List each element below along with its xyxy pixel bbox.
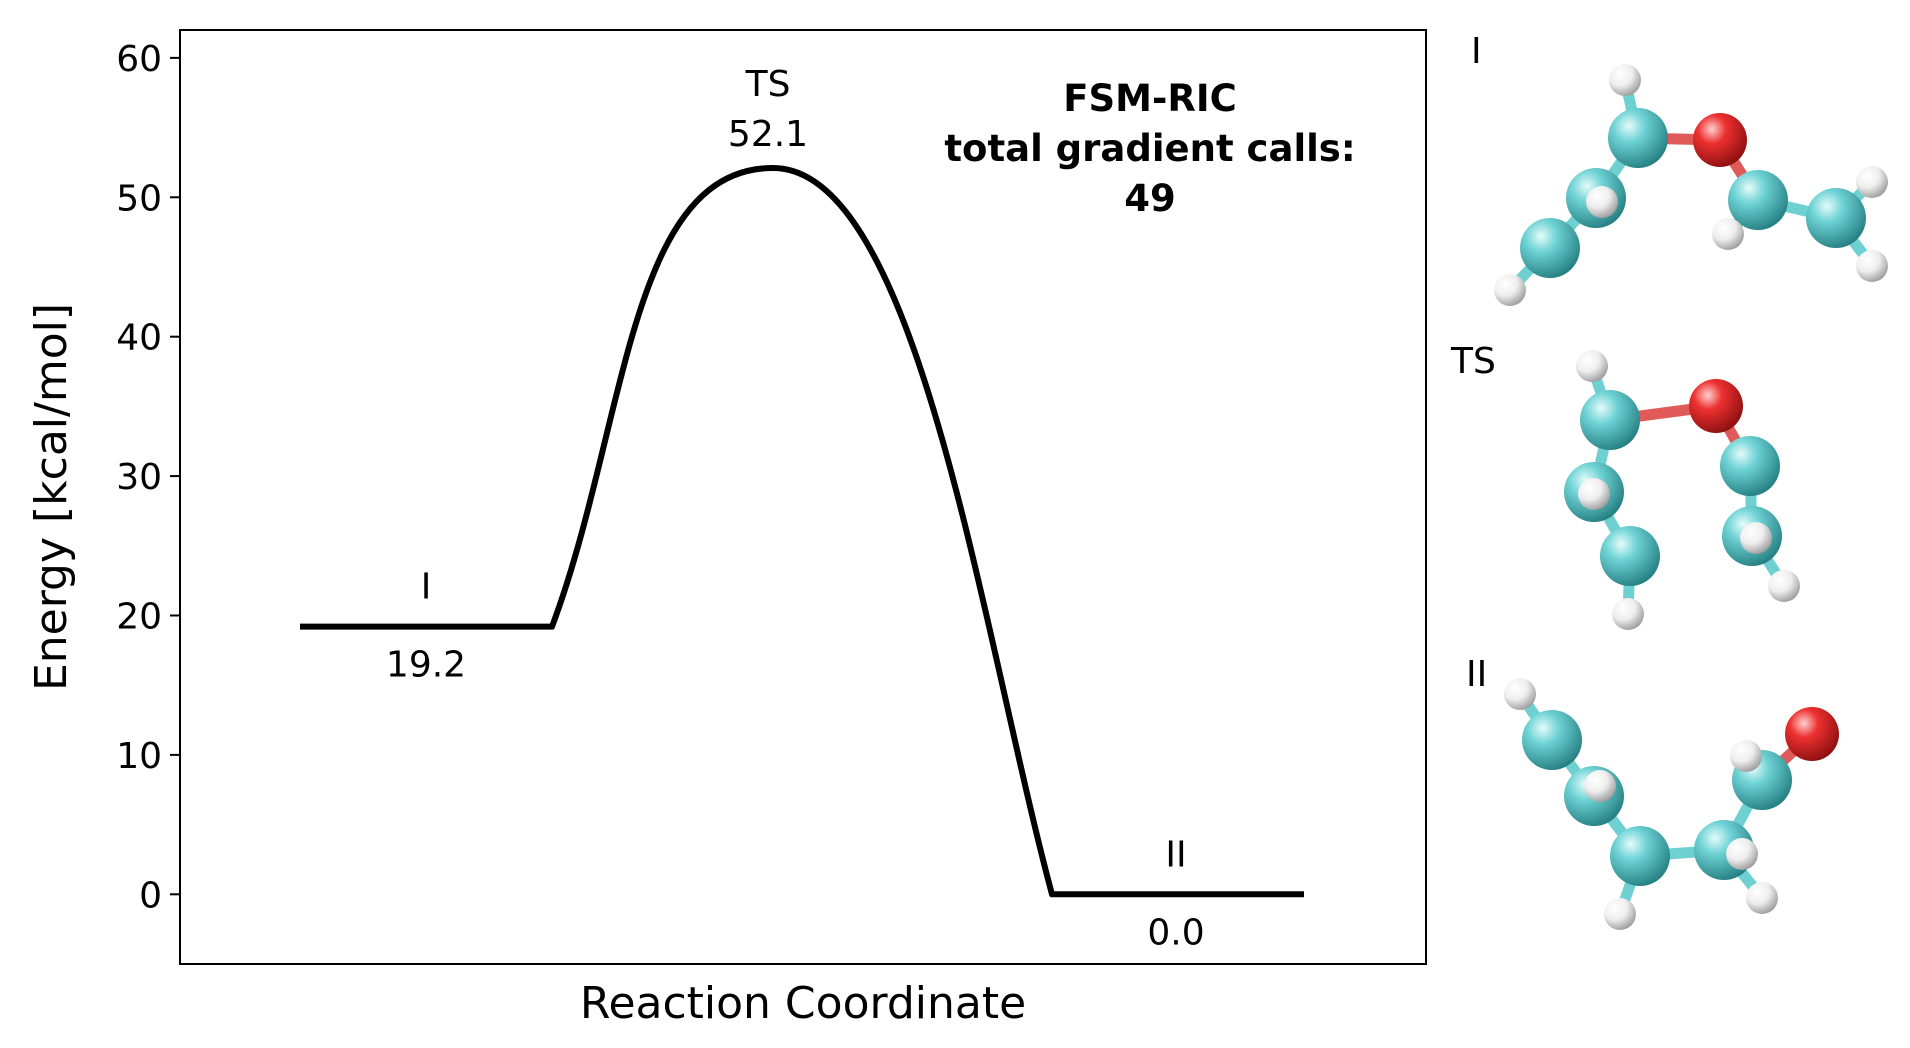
y-axis-ticks: 0 10 20 30 40 50 60 — [116, 39, 180, 916]
y-tick-label: 10 — [116, 736, 162, 777]
plot-frame — [179, 29, 1427, 965]
state-name-i: I — [421, 567, 432, 608]
hydrogen-atom — [1504, 678, 1536, 710]
state-labels: I 19.2 TS 52.1 II 0.0 — [386, 64, 1205, 953]
hydrogen-atom — [1712, 218, 1744, 250]
annotation-gradient-calls-value: 49 — [1124, 177, 1176, 220]
hydrogen-atom — [1726, 838, 1758, 870]
hydrogen-atom — [1612, 598, 1644, 630]
molecule-ts — [1564, 350, 1800, 630]
hydrogen-atom — [1494, 274, 1526, 306]
hydrogen-atom — [1584, 770, 1616, 802]
oxygen-atom — [1693, 113, 1747, 167]
y-tick-label: 50 — [116, 178, 162, 219]
y-tick-label: 30 — [116, 457, 162, 498]
carbon-atom — [1520, 218, 1580, 278]
state-name-ts: TS — [745, 64, 791, 105]
y-tick-label: 40 — [116, 318, 162, 359]
y-axis-label: Energy [kcal/mol] — [26, 303, 77, 691]
annotation-box: FSM-RIC total gradient calls: 49 — [944, 77, 1355, 220]
molecule-i — [1494, 64, 1888, 306]
x-axis-label: Reaction Coordinate — [580, 978, 1026, 1029]
carbon-atom — [1806, 188, 1866, 248]
hydrogen-atom — [1578, 478, 1610, 510]
hydrogen-atom — [1609, 64, 1641, 96]
carbon-atom — [1728, 170, 1788, 230]
annotation-gradient-calls-label: total gradient calls: — [944, 127, 1355, 170]
oxygen-atom — [1785, 707, 1839, 761]
hydrogen-atom — [1746, 882, 1778, 914]
molecule-ii — [1504, 678, 1839, 930]
structure-label-ts: TS — [1450, 341, 1496, 382]
carbon-atom — [1720, 436, 1780, 496]
state-energy-ii: 0.0 — [1147, 912, 1204, 953]
hydrogen-atom — [1604, 898, 1636, 930]
hydrogen-atom — [1768, 570, 1800, 602]
carbon-atom — [1580, 390, 1640, 450]
energy-chart: 0 10 20 30 40 50 60 Energy [kcal/mol] Reaction… — [26, 29, 1427, 1029]
structure-label-i: I — [1471, 31, 1482, 72]
hydrogen-atom — [1856, 166, 1888, 198]
carbon-atom — [1610, 826, 1670, 886]
hydrogen-atom — [1740, 522, 1772, 554]
state-energy-i: 19.2 — [386, 645, 466, 686]
hydrogen-atom — [1586, 186, 1618, 218]
state-name-ii: II — [1165, 834, 1186, 875]
y-tick-label: 0 — [139, 875, 162, 916]
carbon-atom — [1608, 108, 1668, 168]
hydrogen-atom — [1576, 350, 1608, 382]
y-tick-label: 20 — [116, 596, 162, 637]
structure-label-ii: II — [1466, 654, 1487, 695]
energy-profile-line — [300, 165, 1304, 898]
oxygen-atom — [1689, 379, 1743, 433]
carbon-atom — [1522, 710, 1582, 770]
hydrogen-atom — [1730, 740, 1762, 772]
hydrogen-atom — [1856, 250, 1888, 282]
state-energy-ts: 52.1 — [728, 114, 808, 155]
annotation-method: FSM-RIC — [1063, 77, 1237, 120]
y-tick-label: 60 — [116, 39, 162, 80]
structure-panel: I TS II — [1450, 31, 1888, 930]
carbon-atom — [1600, 526, 1660, 586]
